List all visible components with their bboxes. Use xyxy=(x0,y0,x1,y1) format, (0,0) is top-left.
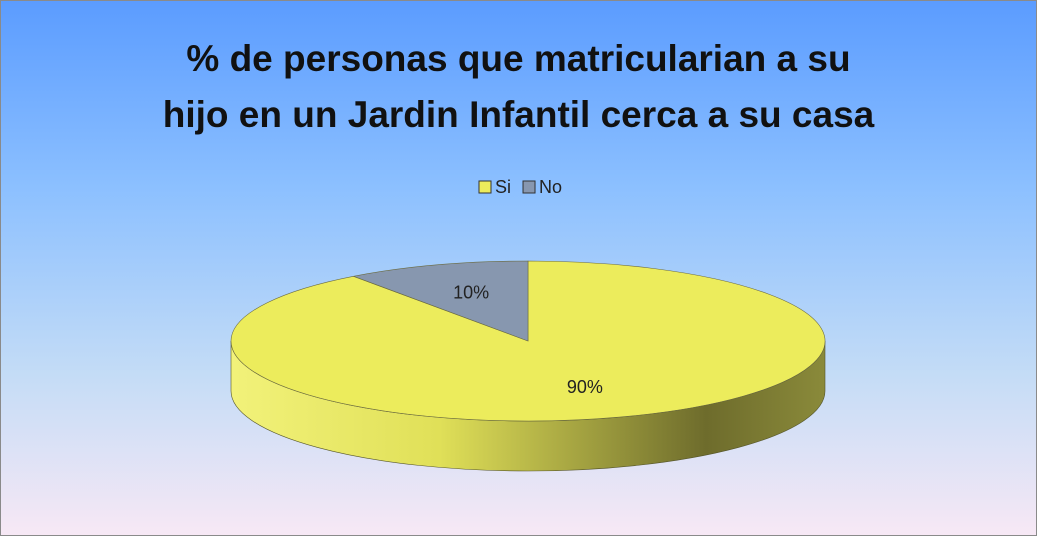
chart-title: % de personas que matricularian a su hij… xyxy=(162,38,875,135)
data-label: 90% xyxy=(567,377,603,397)
legend-label: Si xyxy=(495,177,511,197)
legend-swatch xyxy=(478,180,492,194)
legend-label: No xyxy=(539,177,562,197)
legend-swatch xyxy=(522,180,536,194)
pie-slice xyxy=(352,260,529,342)
data-label: 10% xyxy=(453,283,489,303)
